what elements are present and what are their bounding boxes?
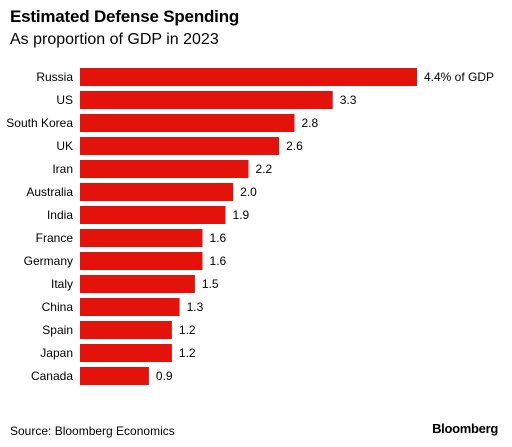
value-label-india: 1.9 xyxy=(233,208,250,222)
bar-france xyxy=(80,229,203,247)
bar-russia xyxy=(80,68,417,86)
value-label-germany: 1.6 xyxy=(210,254,227,268)
bar-italy xyxy=(80,275,195,293)
value-label-iran: 2.2 xyxy=(256,162,273,176)
category-label-iran: Iran xyxy=(52,162,73,176)
value-label-uk: 2.6 xyxy=(286,139,303,153)
bar-spain xyxy=(80,321,172,339)
category-label-china: China xyxy=(42,300,74,314)
category-label-canada: Canada xyxy=(31,369,73,383)
chart-subtitle: As proportion of GDP in 2023 xyxy=(10,31,219,48)
category-label-india: India xyxy=(47,208,73,222)
bar-india xyxy=(80,206,226,224)
bar-japan xyxy=(80,344,172,362)
category-label-japan: Japan xyxy=(40,346,73,360)
category-label-spain: Spain xyxy=(42,323,73,337)
chart-title: Estimated Defense Spending xyxy=(10,7,240,26)
bloomberg-logo: Bloomberg xyxy=(432,421,498,436)
bar-uk xyxy=(80,137,280,155)
value-label-canada: 0.9 xyxy=(156,369,173,383)
value-label-russia: 4.4% of GDP xyxy=(424,70,494,84)
category-label-us: US xyxy=(56,93,73,107)
bar-iran xyxy=(80,160,249,178)
bar-china xyxy=(80,298,180,316)
value-label-china: 1.3 xyxy=(187,300,204,314)
bar-chart: Russia 4.4% of GDP US 3.3 South Korea 2.8 UK 2.… xyxy=(6,68,494,385)
bar-us xyxy=(80,91,333,109)
value-label-south-korea: 2.8 xyxy=(301,116,318,130)
category-label-italy: Italy xyxy=(51,277,73,291)
category-label-germany: Germany xyxy=(24,254,73,268)
value-label-france: 1.6 xyxy=(210,231,227,245)
category-label-uk: UK xyxy=(56,139,73,153)
category-label-south-korea: South Korea xyxy=(6,116,73,130)
value-label-spain: 1.2 xyxy=(179,323,196,337)
bar-south-korea xyxy=(80,114,295,132)
value-label-italy: 1.5 xyxy=(202,277,219,291)
bar-australia xyxy=(80,183,234,201)
category-label-russia: Russia xyxy=(36,70,73,84)
source-note: Source: Bloomberg Economics xyxy=(10,424,175,438)
value-label-japan: 1.2 xyxy=(179,346,196,360)
bar-canada xyxy=(80,367,149,385)
value-label-us: 3.3 xyxy=(340,93,357,107)
category-label-france: France xyxy=(36,231,74,245)
bar-germany xyxy=(80,252,203,270)
category-label-australia: Australia xyxy=(26,185,73,199)
value-label-australia: 2.0 xyxy=(240,185,257,199)
